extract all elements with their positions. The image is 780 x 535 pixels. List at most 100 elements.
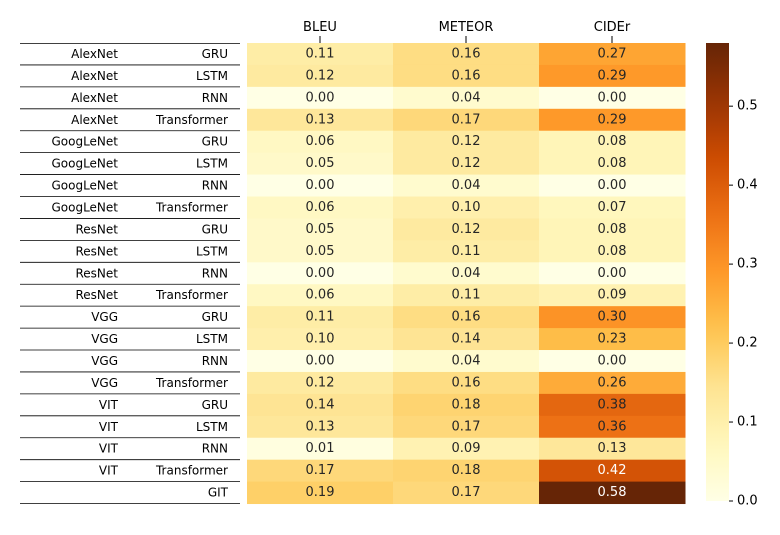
row-decoder-label: LSTM bbox=[196, 69, 228, 83]
heatmap-cell bbox=[393, 437, 540, 461]
row-decoder-label: Transformer bbox=[155, 376, 228, 390]
cell-value-label: 0.17 bbox=[452, 112, 481, 127]
cell-value-label: 0.26 bbox=[598, 375, 627, 390]
cell-value-label: 0.12 bbox=[306, 68, 335, 83]
cell-value-label: 0.10 bbox=[452, 200, 481, 215]
heatmap-cell bbox=[247, 459, 394, 483]
heatmap-cell bbox=[247, 43, 394, 66]
row-encoder-label: GoogLeNet bbox=[51, 135, 118, 149]
row-decoder-label: RNN bbox=[202, 266, 228, 280]
heatmap-cell bbox=[539, 196, 686, 219]
heatmap-cell bbox=[393, 64, 540, 88]
heatmap-cell bbox=[393, 393, 540, 417]
colorbar-tick-label: 0.1 bbox=[737, 415, 758, 430]
cell-value-label: 0.16 bbox=[452, 46, 481, 61]
row-labels: AlexNet GRU AlexNet LSTM AlexNet RNN AlexNet Tr… bbox=[20, 43, 240, 504]
row-decoder-label: GRU bbox=[202, 47, 228, 61]
cell-value-label: 0.29 bbox=[598, 112, 627, 127]
cell-value-label: 0.08 bbox=[598, 244, 627, 259]
heatmap-cell bbox=[539, 437, 686, 461]
heatmap-cell bbox=[247, 393, 394, 417]
heatmap-cell bbox=[247, 481, 394, 505]
row-encoder-label: VIT bbox=[99, 464, 119, 478]
colorbar-tick-label: 0.3 bbox=[737, 257, 758, 272]
heatmap-cell bbox=[247, 86, 394, 110]
row-decoder-label: GRU bbox=[202, 222, 228, 236]
heatmap-cell bbox=[539, 130, 686, 154]
cell-value-label: 0.38 bbox=[598, 397, 627, 412]
cell-value-label: 0.11 bbox=[306, 310, 335, 325]
row-decoder-label: RNN bbox=[202, 179, 228, 193]
heatmap-cell bbox=[539, 43, 686, 66]
row-decoder-label: GRU bbox=[202, 135, 228, 149]
heatmap-cell bbox=[393, 43, 540, 66]
cell-value-label: 0.08 bbox=[598, 222, 627, 237]
row-encoder-label: AlexNet bbox=[71, 69, 118, 83]
row-encoder-label: GoogLeNet bbox=[51, 157, 118, 171]
row-encoder-label: ResNet bbox=[76, 222, 119, 236]
heatmap-cell bbox=[393, 350, 540, 373]
heatmap-cell bbox=[393, 371, 540, 395]
heatmap-cell bbox=[539, 328, 686, 351]
colorbar-tick-label: 0.2 bbox=[737, 336, 758, 351]
row-decoder-label: Transformer bbox=[155, 200, 228, 214]
column-header-meteor: METEOR bbox=[439, 20, 494, 35]
row-encoder-label: VIT bbox=[99, 398, 119, 412]
cell-value-label: 0.05 bbox=[306, 244, 335, 259]
cell-value-label: 0.11 bbox=[452, 244, 481, 259]
heatmap-cell bbox=[539, 459, 686, 483]
row-decoder-label: GRU bbox=[202, 398, 228, 412]
heatmap-cell bbox=[247, 371, 394, 395]
heatmap-cell bbox=[393, 218, 540, 241]
cell-value-label: 0.04 bbox=[452, 178, 481, 193]
row-encoder-label: ResNet bbox=[76, 288, 119, 302]
heatmap-cell bbox=[393, 328, 540, 351]
column-header-bleu: BLEU bbox=[303, 20, 337, 35]
heatmap-cell bbox=[539, 393, 686, 417]
row-encoder-label: ResNet bbox=[76, 266, 119, 280]
heatmap-cell bbox=[247, 415, 394, 439]
row-decoder-label: Transformer bbox=[155, 113, 228, 127]
heatmap-cell bbox=[247, 262, 394, 285]
heatmap-cell bbox=[393, 86, 540, 110]
heatmap-cell bbox=[539, 240, 686, 263]
heatmap-cell bbox=[247, 437, 394, 461]
heatmap-cell bbox=[539, 262, 686, 285]
cell-value-label: 0.17 bbox=[306, 463, 335, 478]
column-headers: BLEU METEOR CIDEr bbox=[303, 20, 631, 43]
heatmap-cell bbox=[393, 306, 540, 329]
heatmap-cell bbox=[393, 108, 540, 132]
row-encoder-label: VIT bbox=[99, 442, 119, 456]
cell-value-label: 0.04 bbox=[452, 90, 481, 105]
cell-value-label: 0.11 bbox=[306, 46, 335, 61]
cell-value-label: 0.00 bbox=[306, 90, 335, 105]
row-decoder-label: Transformer bbox=[155, 288, 228, 302]
cell-value-label: 0.19 bbox=[306, 485, 335, 500]
heatmap-cell bbox=[393, 415, 540, 439]
heatmap-cell bbox=[393, 174, 540, 198]
colorbar-tick-label: 0.5 bbox=[737, 99, 758, 114]
cell-value-label: 0.13 bbox=[598, 441, 627, 456]
cell-value-label: 0.00 bbox=[598, 353, 627, 368]
cell-value-label: 0.08 bbox=[598, 134, 627, 149]
cell-value-label: 0.07 bbox=[598, 200, 627, 215]
row-decoder-label: RNN bbox=[202, 91, 228, 105]
heatmap-cell bbox=[539, 415, 686, 439]
cell-value-label: 0.08 bbox=[598, 156, 627, 171]
cell-value-label: 0.12 bbox=[452, 156, 481, 171]
cell-value-label: 0.14 bbox=[306, 397, 335, 412]
cell-value-label: 0.30 bbox=[598, 310, 627, 325]
cell-value-label: 0.27 bbox=[598, 46, 627, 61]
cell-value-label: 0.13 bbox=[306, 419, 335, 434]
heatmap-cell bbox=[539, 481, 686, 505]
heatmap-cell bbox=[393, 240, 540, 263]
cell-value-label: 0.29 bbox=[598, 68, 627, 83]
heatmap-cell bbox=[247, 306, 394, 329]
row-decoder-label: RNN bbox=[202, 442, 228, 456]
cell-value-label: 0.14 bbox=[452, 332, 481, 347]
row-decoder-label: LSTM bbox=[196, 157, 228, 171]
heatmap-cell bbox=[247, 196, 394, 219]
heatmap-cell bbox=[539, 306, 686, 329]
row-encoder-label: AlexNet bbox=[71, 91, 118, 105]
